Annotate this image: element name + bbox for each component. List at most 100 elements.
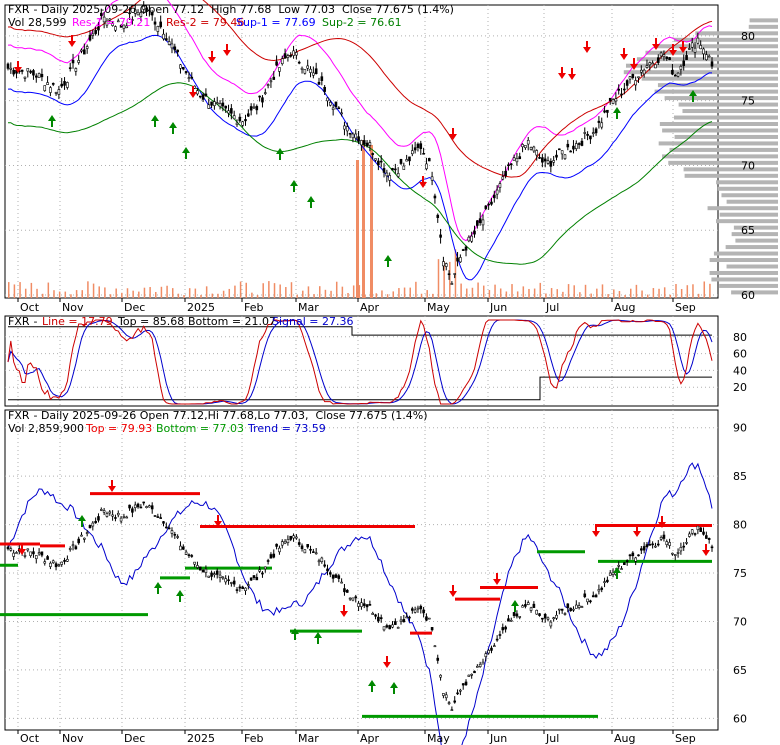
trend-candle-body [467, 674, 471, 677]
price-candle-body [269, 80, 273, 83]
trend-candle-body [34, 555, 38, 559]
buy-arrow [154, 582, 162, 594]
trend-candle-body [659, 537, 663, 540]
sell-arrow [108, 480, 116, 492]
trend-candle-body [136, 503, 140, 508]
trend-candle-body [572, 608, 575, 611]
price-candle-body [26, 68, 30, 72]
price-candle-body [241, 121, 244, 126]
trend-candle-body [111, 514, 114, 517]
price-candle-body [150, 12, 154, 16]
trend-candle-body [46, 556, 49, 560]
price-candle-body [642, 69, 646, 75]
volume-bar [466, 288, 468, 298]
trend-candle-body [577, 605, 581, 608]
trend-candle-body [122, 516, 126, 518]
price-candle-body [345, 126, 349, 132]
price-candle-body [558, 148, 561, 151]
sell-arrow [558, 67, 566, 79]
volume-bar [104, 287, 106, 298]
price-xtick-label: Aug [614, 301, 635, 314]
trend-candle-body [416, 607, 420, 610]
volume-bar [641, 290, 643, 298]
price-candle-body [156, 26, 160, 32]
volume-bar [403, 287, 406, 298]
price-xtick-label: May [427, 301, 450, 314]
volume-bar [624, 294, 626, 298]
price-candle-body [176, 49, 179, 53]
stoch-main-line [7, 319, 713, 405]
volume-bar [381, 290, 383, 298]
price-ytick-label: 60 [741, 289, 755, 302]
trend-candle-body [427, 617, 431, 620]
price-candle-body [131, 19, 134, 21]
trend-candle-body [309, 548, 312, 551]
price-candle-body [541, 157, 544, 163]
buy-arrow [169, 122, 177, 134]
price-candle-body [476, 220, 479, 226]
trend-candle-body [63, 559, 66, 562]
price-candle-body [280, 58, 284, 65]
sell-arrow [633, 525, 641, 537]
trend-candle-body [682, 545, 686, 548]
trend-candle-body [656, 543, 660, 546]
volume-bar [47, 282, 50, 298]
price-candle-body [679, 66, 683, 70]
trend-candle-body [569, 607, 572, 612]
volume-bar [58, 291, 61, 298]
price-candle-body [362, 140, 366, 145]
volume-bar [646, 294, 649, 298]
volume-bar [415, 281, 417, 298]
trend-candle-body [252, 575, 256, 579]
trend-candle-body [60, 561, 64, 565]
price-candle-body [702, 48, 705, 55]
trend-candle-body [156, 516, 160, 518]
price-candle-body [184, 71, 188, 73]
price-candle-body [385, 172, 389, 177]
trend-candle-body [345, 589, 349, 593]
trend-candle-body [184, 551, 188, 555]
trend-ytick-label: 80 [733, 519, 747, 532]
price-candle-body [258, 95, 261, 98]
price-candle-body [433, 195, 437, 199]
trend-candle-body [201, 569, 205, 573]
volume-bar [663, 287, 666, 298]
price-candle-body [382, 168, 386, 173]
trend-candle-body [560, 608, 564, 611]
price-candle-body [484, 205, 488, 209]
price-candle-body [173, 46, 177, 51]
trend-candle-body [145, 506, 148, 508]
trend-candle-body [447, 702, 451, 704]
trend-candle-body [439, 674, 442, 678]
stochastic-top-label: Top = 85.68 [117, 315, 184, 328]
sell-arrow [620, 48, 628, 60]
trend-candle-body [102, 510, 106, 513]
trend-panel: 60 65 70 75 80 85 90 Oct Nov Dec 2025 Feb Mar Apr May… [0, 409, 747, 745]
trend-candle-body [453, 700, 457, 703]
price-candle-body [261, 97, 264, 103]
trend-candle-body [603, 581, 606, 583]
trend-candle-body [413, 609, 417, 613]
volume-bar [505, 291, 508, 298]
buy-arrow [384, 255, 392, 267]
trend-candle-body [504, 626, 507, 630]
buy-arrow [182, 147, 190, 159]
volume-bar [494, 284, 496, 298]
price-candle-body [46, 82, 49, 85]
price-candle-body [538, 157, 541, 159]
trend-candle-body [442, 693, 445, 696]
price-candle-body [688, 48, 691, 50]
trend-candle-body [323, 564, 326, 567]
price-candle-body [693, 47, 697, 53]
volume-bar [324, 289, 327, 298]
volume-bar [471, 287, 474, 298]
price-candle-body [247, 113, 250, 117]
price-candle-body [105, 20, 109, 26]
volume-bar [618, 291, 621, 298]
trend-candle-body [591, 595, 595, 598]
trend-candle-body [54, 563, 58, 568]
trend-candle-body [272, 553, 276, 558]
trend-candle-body [456, 692, 459, 695]
volume-spike [370, 145, 373, 298]
trend-candle-body [702, 531, 705, 535]
